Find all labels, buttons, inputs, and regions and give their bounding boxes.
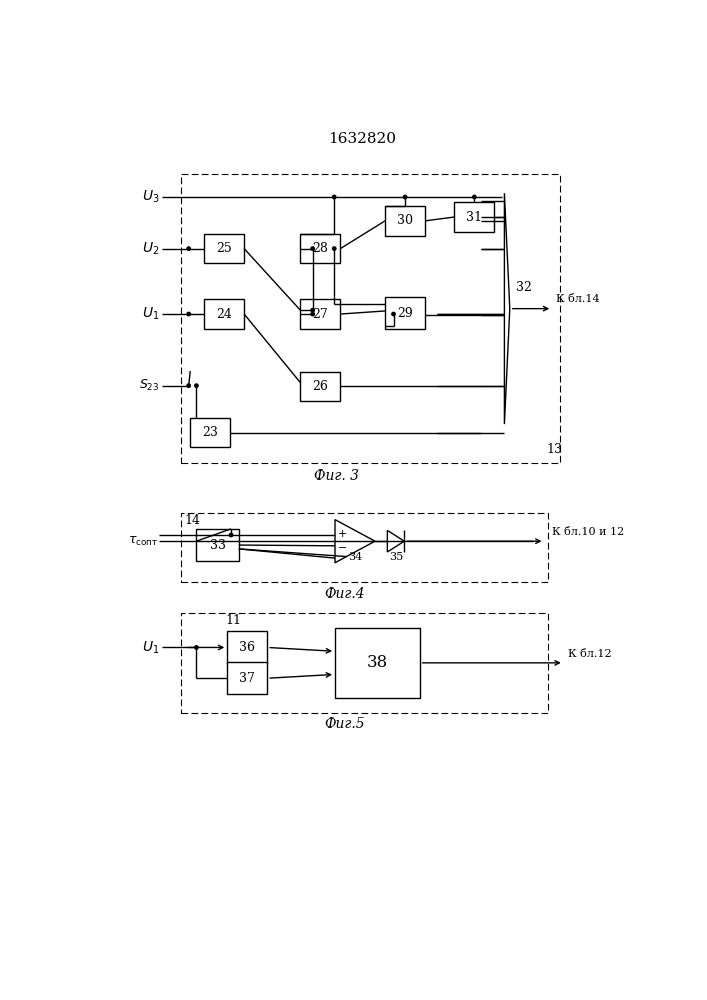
Text: 28: 28 (312, 242, 328, 255)
Bar (385, 206, 425, 235)
Text: Фиг.4: Фиг.4 (324, 587, 365, 601)
Bar (300, 234, 340, 263)
Text: 33: 33 (209, 539, 226, 552)
Text: 36: 36 (239, 641, 255, 654)
Circle shape (332, 247, 336, 250)
Text: 38: 38 (367, 654, 388, 671)
Text: $U_3$: $U_3$ (142, 189, 160, 205)
Circle shape (311, 247, 315, 250)
Bar (181, 174, 560, 463)
Text: К бл.10 и 12: К бл.10 и 12 (552, 527, 624, 537)
Text: $\tau_{\rm сопт}$: $\tau_{\rm сопт}$ (128, 535, 158, 548)
Text: −: − (338, 543, 347, 553)
Bar (190, 418, 230, 447)
Circle shape (392, 312, 395, 316)
Circle shape (194, 646, 198, 649)
Bar (227, 662, 267, 694)
Text: 31: 31 (467, 211, 482, 224)
Text: $U_1$: $U_1$ (142, 306, 160, 322)
Text: Фиг.5: Фиг.5 (324, 717, 365, 731)
Text: $U_2$: $U_2$ (142, 240, 160, 257)
Text: Фиг. 3: Фиг. 3 (314, 469, 359, 483)
Text: 24: 24 (216, 308, 232, 321)
Bar (181, 613, 549, 713)
Bar (385, 297, 425, 329)
Circle shape (187, 247, 190, 250)
Text: 29: 29 (397, 307, 413, 320)
Text: 37: 37 (239, 672, 255, 685)
Text: 14: 14 (185, 514, 201, 527)
Bar (300, 372, 340, 401)
Bar (335, 628, 420, 698)
Text: 1632820: 1632820 (328, 132, 396, 146)
Circle shape (194, 384, 198, 387)
Circle shape (187, 312, 190, 316)
Bar (300, 299, 340, 329)
Bar (227, 631, 267, 664)
Text: +: + (338, 529, 347, 539)
Text: К бл.12: К бл.12 (568, 649, 611, 659)
Circle shape (473, 195, 476, 199)
Text: 23: 23 (202, 426, 218, 439)
Text: 34: 34 (348, 552, 362, 562)
Bar (197, 529, 239, 561)
Circle shape (332, 195, 336, 199)
Text: К бл.14: К бл.14 (556, 294, 600, 304)
Circle shape (311, 312, 315, 316)
Text: 35: 35 (389, 552, 403, 562)
Text: $S_{23}$: $S_{23}$ (139, 378, 160, 393)
Circle shape (404, 195, 407, 199)
Circle shape (311, 308, 315, 312)
Text: $U_1$: $U_1$ (142, 639, 160, 656)
Text: 13: 13 (546, 443, 562, 456)
Text: 11: 11 (226, 614, 242, 627)
Text: 30: 30 (397, 214, 413, 227)
Circle shape (187, 384, 190, 387)
Bar (455, 202, 494, 232)
Bar (181, 513, 549, 582)
Text: 32: 32 (516, 281, 532, 294)
Bar (204, 299, 244, 329)
Text: 27: 27 (312, 308, 328, 321)
Circle shape (229, 533, 233, 537)
Bar (204, 234, 244, 263)
Text: 26: 26 (312, 380, 328, 393)
Text: 25: 25 (216, 242, 232, 255)
